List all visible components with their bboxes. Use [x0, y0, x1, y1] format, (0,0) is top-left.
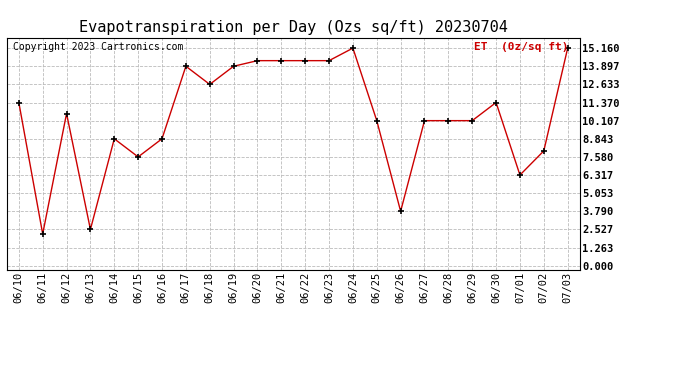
- Title: Evapotranspiration per Day (Ozs sq/ft) 20230704: Evapotranspiration per Day (Ozs sq/ft) 2…: [79, 20, 508, 35]
- Text: ET  (0z/sq ft): ET (0z/sq ft): [473, 42, 568, 52]
- Text: Copyright 2023 Cartronics.com: Copyright 2023 Cartronics.com: [12, 42, 183, 52]
